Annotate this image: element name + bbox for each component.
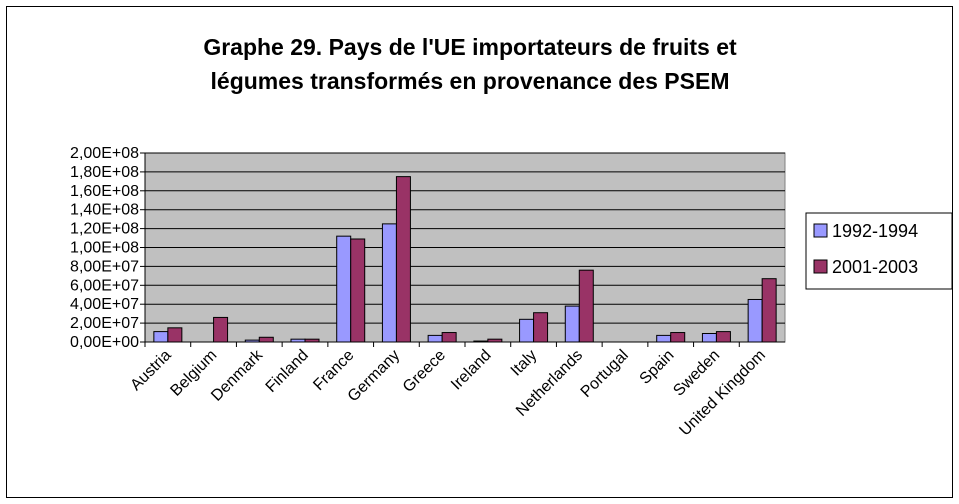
bar (487, 338, 503, 343)
legend-swatch (813, 223, 828, 238)
y-tick-label: 1,60E+08 (70, 183, 139, 200)
bar (519, 318, 535, 343)
y-tick-label: 2,00E+07 (70, 315, 139, 332)
bar (701, 332, 717, 343)
bar (290, 338, 306, 343)
y-tick-label: 1,20E+08 (70, 221, 139, 238)
y-tick-label: 6,00E+07 (70, 277, 139, 294)
bar (350, 238, 366, 343)
bar (578, 269, 594, 343)
y-tick-label: 8,00E+07 (70, 258, 139, 275)
bar (153, 331, 169, 343)
legend-swatch (813, 259, 828, 274)
legend-label: 2001-2003 (832, 257, 918, 277)
bar (427, 334, 443, 343)
bar (656, 334, 672, 343)
y-tick-label: 1,40E+08 (70, 202, 139, 219)
y-tick-label: 1,00E+08 (70, 240, 139, 257)
y-tick-label: 1,80E+08 (70, 164, 139, 181)
bar (441, 332, 457, 343)
bar (336, 235, 352, 343)
legend-label: 1992-1994 (832, 221, 918, 241)
bar (670, 332, 686, 343)
chart-title: Graphe 29. Pays de l'UE importateurs de … (203, 34, 737, 60)
y-tick-label: 2,00E+08 (70, 145, 139, 162)
bar (747, 298, 763, 343)
bar (533, 312, 549, 343)
bar (213, 316, 229, 343)
bar (304, 338, 320, 343)
bar (761, 278, 777, 343)
bar (715, 331, 731, 343)
y-tick-label: 0,00E+00 (70, 334, 139, 351)
bar (258, 336, 274, 343)
bar (381, 223, 397, 343)
y-tick-label: 4,00E+07 (70, 296, 139, 313)
chart-title: légumes transformés en provenance des PS… (211, 68, 730, 94)
bar (473, 340, 489, 343)
bar (395, 176, 411, 343)
bar (244, 339, 260, 343)
bar (167, 327, 183, 343)
legend-box (805, 212, 953, 290)
bar (564, 305, 580, 343)
